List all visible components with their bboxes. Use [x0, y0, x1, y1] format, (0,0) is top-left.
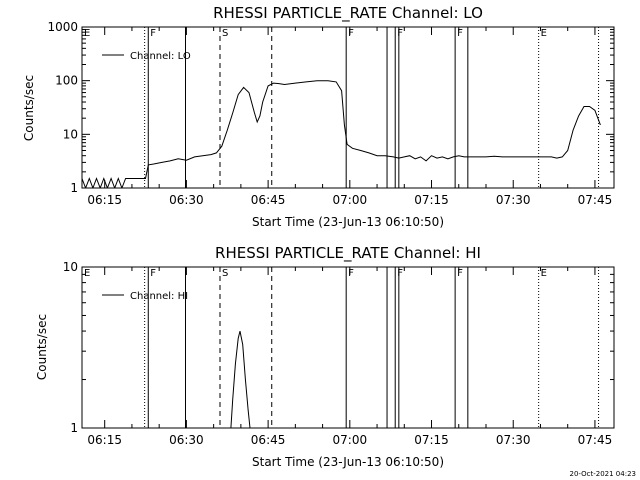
- x-tick-label: 07:00: [333, 433, 368, 447]
- chart-panel-hi: RHESSI PARTICLE_RATE Channel: HI Counts/…: [35, 244, 615, 469]
- y-axis-label-hi: Counts/sec: [35, 314, 49, 380]
- series-line: [82, 80, 601, 188]
- x-tick-label: 07:15: [414, 193, 449, 207]
- event-label: F: [457, 268, 463, 279]
- y-tick-label: 10: [63, 127, 78, 141]
- legend-entry: Channel: HI: [130, 291, 188, 302]
- y-tick-label: 100: [55, 74, 78, 88]
- chart-title-lo: RHESSI PARTICLE_RATE Channel: LO: [213, 4, 483, 23]
- x-tick-label: 07:45: [578, 433, 613, 447]
- event-label: F: [457, 28, 463, 39]
- plot-area-lo: E F S F F F E 1 10 100 1000 06:15 06:30 06:45 07:00 07:…: [47, 20, 615, 207]
- x-tick-label: 07:30: [496, 433, 531, 447]
- chart-panel-lo: RHESSI PARTICLE_RATE Channel: LO Counts/…: [22, 4, 615, 229]
- x-axis-label-lo: Start Time (23-Jun-13 06:10:50): [252, 215, 444, 229]
- y-tick-label: 10: [63, 260, 78, 274]
- x-tick-label: 07:30: [496, 193, 531, 207]
- y-tick-label: 1: [70, 421, 78, 435]
- event-label: F: [397, 268, 403, 279]
- event-label: F: [150, 268, 156, 279]
- plot-frame: [81, 26, 615, 189]
- event-label: F: [150, 28, 156, 39]
- footer-timestamp: 20-Oct-2021 04:23: [570, 470, 636, 478]
- x-tick-label: 07:00: [333, 193, 368, 207]
- x-tick-label: 06:30: [169, 193, 204, 207]
- plot-frame: [81, 266, 615, 429]
- y-tick-label: 1000: [47, 20, 78, 34]
- x-tick-label: 07:45: [578, 193, 613, 207]
- x-tick-label: 06:15: [87, 193, 122, 207]
- event-label: F: [348, 28, 354, 39]
- event-label: S: [222, 28, 228, 39]
- event-label: E: [541, 268, 547, 279]
- event-label: F: [348, 268, 354, 279]
- x-tick-label: 07:15: [414, 433, 449, 447]
- y-tick-label: 1: [70, 181, 78, 195]
- event-label: S: [222, 268, 228, 279]
- legend-entry: Channel: LO: [130, 51, 191, 62]
- event-label: F: [397, 28, 403, 39]
- plot-area-hi: E F S F F F E 1 10 06:15 06:30 06:45 07:00 07:15 07:30…: [63, 260, 615, 447]
- chart-title-hi: RHESSI PARTICLE_RATE Channel: HI: [215, 244, 481, 263]
- x-tick-label: 06:30: [169, 433, 204, 447]
- series-line: [230, 330, 251, 428]
- x-tick-label: 06:45: [251, 193, 286, 207]
- event-label: E: [541, 28, 547, 39]
- x-axis-label-hi: Start Time (23-Jun-13 06:10:50): [252, 455, 444, 469]
- x-tick-label: 06:15: [87, 433, 122, 447]
- event-label: E: [84, 268, 90, 279]
- event-label: E: [84, 28, 90, 39]
- x-tick-label: 06:45: [251, 433, 286, 447]
- y-axis-label-lo: Counts/sec: [22, 75, 36, 141]
